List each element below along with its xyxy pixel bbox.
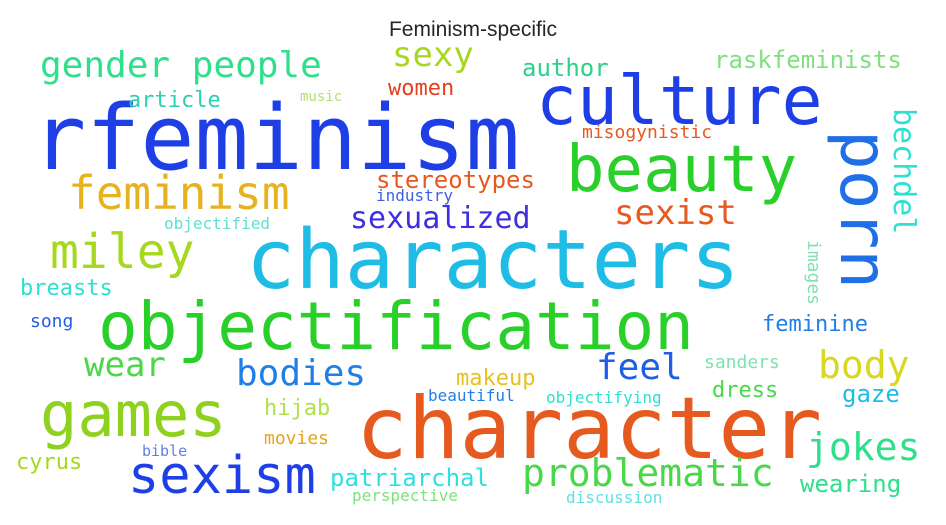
word-beautiful: beautiful — [428, 386, 515, 405]
word-author: author — [522, 54, 609, 82]
word-sanders: sanders — [704, 352, 780, 373]
word-sexist: sexist — [614, 193, 737, 233]
word-breasts: breasts — [20, 276, 113, 301]
word-song: song — [30, 311, 74, 332]
word-feminine: feminine — [762, 312, 868, 337]
word-rfeminism: rfeminism — [32, 86, 520, 191]
word-sexism: sexism — [128, 446, 316, 506]
word-music: music — [300, 89, 343, 105]
word-industry: industry — [376, 186, 454, 205]
word-feel: feel — [596, 347, 683, 388]
word-cyrus: cyrus — [16, 450, 83, 475]
word-images: images — [803, 240, 824, 306]
word-bodies: bodies — [236, 353, 367, 394]
word-objectified: objectified — [164, 214, 270, 233]
word-discussion: discussion — [566, 488, 663, 507]
word-objectifying: objectifying — [546, 388, 662, 407]
word-wear: wear — [84, 345, 166, 385]
word-dress: dress — [712, 378, 779, 403]
word-jokes: jokes — [806, 425, 921, 469]
word-culture: culture — [536, 62, 823, 141]
word-bechdel: bechdel — [886, 108, 921, 235]
word-gaze: gaze — [842, 380, 900, 408]
word-perspective: perspective — [352, 486, 458, 505]
word-wearing: wearing — [800, 470, 902, 498]
word-objectification: objectification — [98, 288, 695, 365]
word-patriarchal: patriarchal — [330, 464, 489, 492]
word-games: games — [40, 378, 227, 451]
word-characters: characters — [246, 213, 740, 308]
word-article: article — [128, 88, 221, 113]
word-movies: movies — [264, 428, 330, 449]
word-sexy: sexy — [392, 35, 474, 75]
word-sexualized: sexualized — [350, 201, 531, 236]
word-hijab: hijab — [264, 396, 331, 421]
word-women: women — [388, 76, 455, 101]
word-stereotypes: stereotypes — [376, 166, 535, 194]
word-raskfeminists: raskfeminists — [714, 46, 902, 74]
word-beauty: beauty — [566, 133, 798, 207]
chart-title: Feminism-specific — [388, 18, 558, 41]
word-body: body — [818, 343, 910, 387]
word-makeup: makeup — [456, 366, 536, 391]
word-miley: miley — [50, 224, 195, 280]
word-misogynistic: misogynistic — [582, 122, 713, 143]
word-character: character — [356, 379, 822, 479]
word-feminism: feminism — [68, 166, 290, 220]
word-bible: bible — [142, 442, 188, 460]
word-problematic: problematic — [522, 451, 774, 495]
word-gender-people: gender people — [40, 45, 322, 86]
